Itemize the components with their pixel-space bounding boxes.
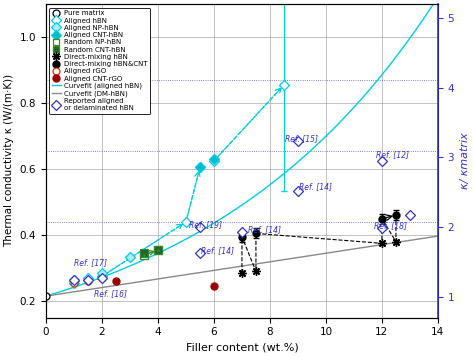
Legend: Pure matrix, Aligned hBN, Aligned NP-hBN, Aligned CNT-hBN, Random NP-hBN, Random: Pure matrix, Aligned hBN, Aligned NP-hBN… [49, 7, 150, 114]
Text: Ref. [15]: Ref. [15] [285, 134, 319, 143]
Text: Ref. [16]: Ref. [16] [93, 289, 127, 298]
Text: Ref. [14]: Ref. [14] [300, 182, 332, 192]
Text: Ref. [17]: Ref. [17] [74, 258, 107, 267]
Y-axis label: Thermal conductivity κ (W/(m·K)): Thermal conductivity κ (W/(m·K)) [4, 74, 14, 247]
Text: Ref. [14]: Ref. [14] [201, 246, 234, 255]
Text: Ref. [19]: Ref. [19] [189, 220, 222, 229]
Text: Ref. [14]: Ref. [14] [247, 225, 281, 234]
Text: Ref. [18]: Ref. [18] [374, 221, 407, 231]
X-axis label: Filler content (wt.%): Filler content (wt.%) [185, 343, 298, 353]
Y-axis label: κ/ κmatrix: κ/ κmatrix [460, 132, 470, 189]
Text: Ref. [12]: Ref. [12] [376, 151, 410, 160]
